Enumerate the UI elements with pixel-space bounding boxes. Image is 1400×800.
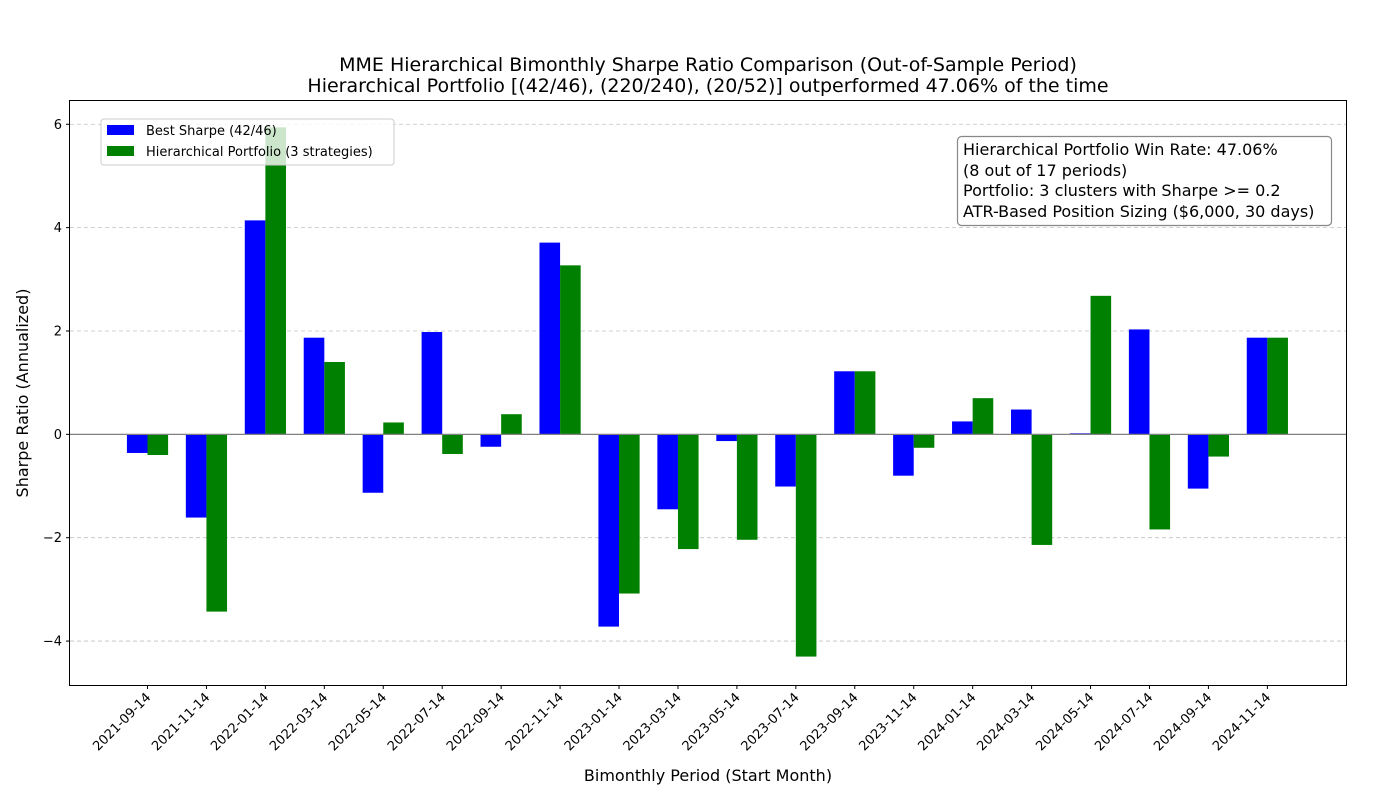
y-tick-label: 2 [54, 324, 62, 339]
bar-hierarchical [1149, 434, 1171, 530]
bar-best-sharpe [126, 434, 148, 453]
chart-subtitle: Hierarchical Portfolio [(42/46), (220/24… [307, 75, 1108, 97]
bar-best-sharpe [834, 371, 855, 435]
bar-hierarchical [324, 361, 345, 435]
bar-best-sharpe [362, 434, 384, 493]
annotation-line-portfolio: Portfolio: 3 clusters with Sharpe >= 0.2 [963, 181, 1281, 200]
legend-label-hierarchical: Hierarchical Portfolio (3 strategies) [146, 145, 373, 160]
legend: Best Sharpe (42/46) Hierarchical Portfol… [100, 118, 395, 166]
legend-frame [100, 118, 395, 166]
bar-best-sharpe [1011, 409, 1032, 435]
bar-best-sharpe [598, 434, 620, 627]
annotation-line-periods: (8 out of 17 periods) [963, 161, 1127, 180]
bar-hierarchical [1208, 434, 1230, 457]
bar-hierarchical [736, 434, 758, 540]
bar-hierarchical [206, 434, 228, 612]
bar-hierarchical [1031, 434, 1053, 545]
win-rate-annotation: Hierarchical Portfolio Win Rate: 47.06% … [956, 135, 1333, 227]
y-tick-label: 0 [54, 428, 62, 443]
chart-title: MME Hierarchical Bimonthly Sharpe Ratio … [339, 54, 1077, 76]
bar-best-sharpe [1246, 337, 1268, 435]
annotation-line-sizing: ATR-Based Position Sizing ($6,000, 30 da… [963, 202, 1314, 221]
legend-label-best-sharpe: Best Sharpe (42/46) [146, 124, 277, 139]
bar-hierarchical [265, 127, 286, 435]
bar-best-sharpe [952, 421, 973, 435]
bar-best-sharpe [893, 434, 914, 476]
bar-best-sharpe [1187, 434, 1209, 489]
plot-frame [69, 100, 1347, 686]
bar-best-sharpe [716, 434, 737, 442]
bar-hierarchical [501, 414, 522, 435]
bar-best-sharpe [775, 434, 796, 487]
y-tick-label: −2 [43, 531, 62, 546]
bar-best-sharpe [244, 220, 266, 435]
bar-best-sharpe [303, 337, 325, 435]
bar-hierarchical [854, 371, 876, 435]
bar-hierarchical [560, 265, 581, 435]
annotation-box [956, 135, 1333, 227]
bar-hierarchical [147, 434, 169, 456]
bar-hierarchical [1267, 337, 1288, 435]
bar-best-sharpe [657, 434, 678, 510]
annotation-line-win-rate: Hierarchical Portfolio Win Rate: 47.06% [963, 140, 1278, 159]
bar-hierarchical [677, 434, 699, 550]
bar-best-sharpe [185, 434, 207, 518]
y-tick-label: 6 [54, 118, 62, 133]
y-tick-label: 4 [54, 221, 62, 236]
x-axis-label: Bimonthly Period (Start Month) [584, 766, 832, 785]
legend-swatch-hierarchical [107, 146, 134, 156]
bar-hierarchical [913, 434, 935, 448]
bar-hierarchical [383, 422, 404, 435]
bar-hierarchical [972, 398, 994, 435]
bar-best-sharpe [539, 242, 561, 435]
bar-hierarchical [795, 434, 817, 657]
bar-best-sharpe [1128, 329, 1150, 435]
bar-hierarchical [1090, 295, 1112, 435]
legend-swatch-best-sharpe [107, 125, 134, 135]
y-axis-label: Sharpe Ratio (Annualized) [13, 289, 32, 498]
bars [126, 127, 1288, 657]
y-tick-label: −4 [43, 635, 62, 650]
bar-best-sharpe [421, 332, 443, 435]
bar-hierarchical [442, 434, 463, 454]
bar-best-sharpe [480, 434, 502, 447]
bar-hierarchical [619, 434, 640, 594]
y-axis-ticks: −4 −2 0 2 4 6 [43, 118, 70, 650]
